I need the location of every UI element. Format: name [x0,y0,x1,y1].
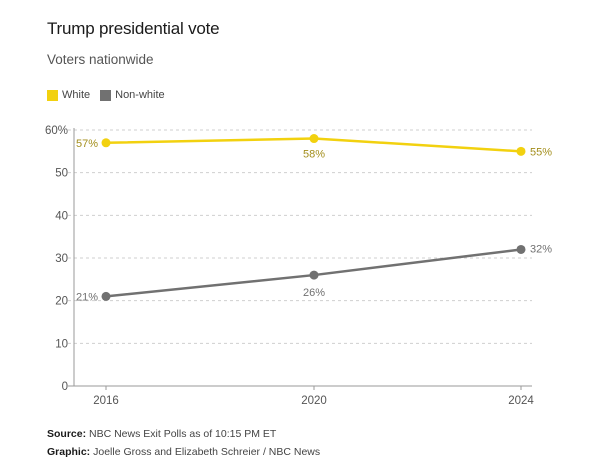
legend-label-non-white: Non-white [115,89,165,101]
y-tick-label-60: 60% [45,125,68,137]
data-point-non-white-2024 [516,244,526,254]
data-point-white-2020 [309,134,319,144]
data-point-white-2016 [101,138,111,148]
y-tick-label-20: 20 [55,296,68,308]
data-point-white-2024 [516,146,526,156]
data-point-non-white-2020 [309,270,319,280]
data-point-non-white-2016 [101,291,111,301]
data-label-non-white-2016: 21% [76,291,98,303]
legend-label-white: White [62,89,91,101]
chart-subtitle: Voters nationwide [47,52,154,67]
graphic-label: Graphic: [47,446,91,458]
y-tick-label-10: 10 [55,338,68,350]
y-tick-label-30: 30 [55,253,68,265]
chart-title: Trump presidential vote [47,19,220,38]
x-tick-label-2016: 2016 [93,395,119,407]
legend-item-white: White [47,89,90,101]
data-label-non-white-2020: 26% [303,287,325,299]
footer-source: Source: NBC News Exit Polls as of 10:15 … [47,428,276,440]
y-tick-label-40: 40 [55,210,68,222]
data-label-white-2016: 57% [76,138,98,150]
data-label-white-2024: 55% [530,146,552,158]
source-label: Source: [47,428,87,440]
data-label-non-white-2024: 32% [530,243,552,255]
legend-item-non-white: Non-white [100,89,165,101]
legend-swatch-non-white [100,89,112,101]
x-tick-label-2024: 2024 [508,395,534,407]
data-label-white-2020: 58% [303,149,325,161]
y-tick-label-50: 50 [55,168,68,180]
y-tick-label-0: 0 [62,381,68,393]
x-tick-label-2020: 2020 [301,395,327,407]
legend: White Non-white [47,89,175,101]
graphic-text: Joelle Gross and Elizabeth Schreier / NB… [93,446,321,458]
footer-graphic: Graphic: Joelle Gross and Elizabeth Schr… [47,446,320,458]
source-text: NBC News Exit Polls as of 10:15 PM ET [89,428,277,440]
legend-swatch-white [47,89,58,101]
